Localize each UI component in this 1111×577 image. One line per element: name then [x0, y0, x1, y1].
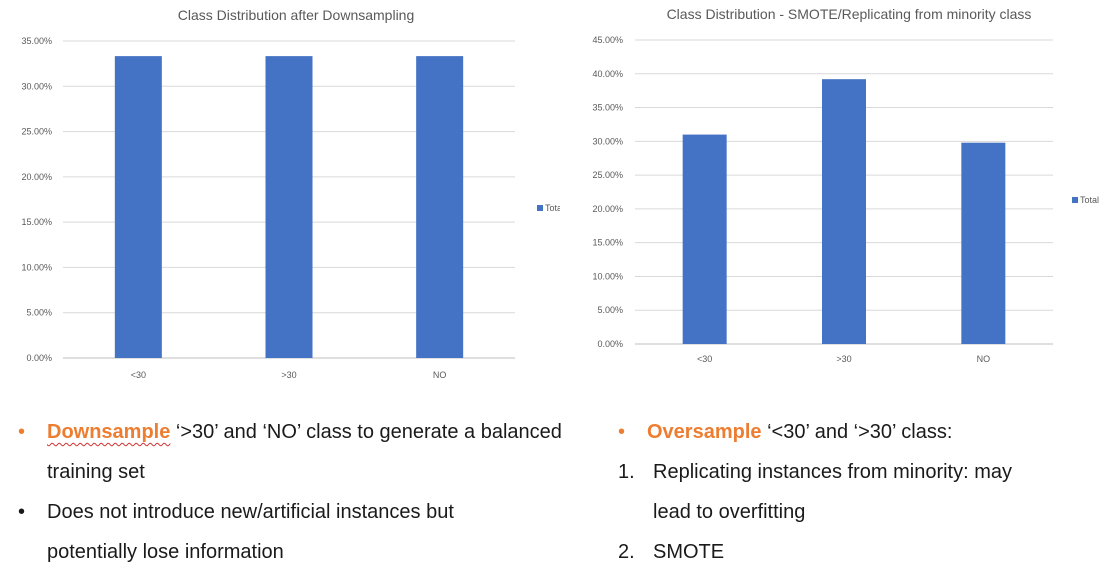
note-replicating-text-cont: lead to overfitting: [653, 501, 806, 523]
note-line: • Downsample ‘>30’ and ‘NO’ class to gen…: [18, 412, 588, 452]
chart-downsampling-svg: Class Distribution after Downsampling 0.0…: [21, 7, 560, 380]
bullet-dot-icon: •: [618, 421, 626, 443]
x-tick-label: <30: [131, 370, 146, 380]
bullet-dot-icon: •: [18, 421, 26, 443]
y-tick-label: 20.00%: [21, 172, 52, 182]
y-tick-label: 35.00%: [592, 103, 623, 113]
chart-title: Class Distribution after Downsampling: [178, 7, 415, 23]
emphasis-oversample: Oversample: [647, 421, 762, 443]
note-line: • Does not introduce new/artificial inst…: [18, 492, 588, 532]
note-line: 2. SMOTE: [618, 532, 1098, 572]
emphasis-downsample: Downsample: [47, 421, 171, 443]
note-artificial-text: Does not introduce new/artificial instan…: [47, 501, 454, 523]
note-line: • Oversample ‘<30’ and ‘>30’ class:: [618, 412, 1098, 452]
bar-NO: [416, 56, 464, 358]
y-tick-label: 10.00%: [592, 271, 623, 281]
note-text: Oversample ‘<30’ and ‘>30’ class:: [647, 412, 952, 452]
notes-downsampling: • Downsample ‘>30’ and ‘NO’ class to gen…: [18, 412, 588, 572]
y-tick-label: 5.00%: [597, 305, 623, 315]
note-line: lead to overfitting: [618, 492, 1098, 532]
note-artificial-text-cont: potentially lose information: [47, 541, 284, 563]
x-tick-label: >30: [836, 354, 851, 364]
note-smote-text: SMOTE: [653, 541, 725, 563]
x-tick-label: NO: [433, 370, 447, 380]
y-tick-label: 40.00%: [592, 69, 623, 79]
note-text: Downsample ‘>30’ and ‘NO’ class to gener…: [47, 412, 562, 452]
legend-swatch: [1072, 197, 1078, 203]
y-tick-label: 35.00%: [21, 36, 52, 46]
chart-downsampling: Class Distribution after Downsampling 0.0…: [0, 0, 560, 395]
y-tick-label: 10.00%: [21, 262, 52, 272]
bar->30: [822, 79, 866, 344]
y-tick-label: 45.00%: [592, 35, 623, 45]
x-tick-label: <30: [697, 354, 712, 364]
note-line: 1. Replicating instances from minority: …: [618, 452, 1098, 492]
y-tick-label: 0.00%: [26, 353, 52, 363]
legend-label: Total: [545, 203, 560, 213]
notes-oversampling: • Oversample ‘<30’ and ‘>30’ class: 1. R…: [618, 412, 1098, 572]
legend-swatch: [537, 205, 543, 211]
chart-smote: Class Distribution - SMOTE/Replicating f…: [560, 0, 1111, 380]
bullet-dot-icon: •: [18, 501, 26, 523]
y-tick-label: 30.00%: [592, 136, 623, 146]
y-tick-label: 25.00%: [592, 170, 623, 180]
y-tick-label: 15.00%: [592, 238, 623, 248]
y-tick-label: 15.00%: [21, 217, 52, 227]
note-downsample-text-cont: training set: [47, 461, 145, 483]
y-tick-label: 30.00%: [21, 81, 52, 91]
note-replicating-text: Replicating instances from minority: may: [653, 461, 1013, 483]
chart-smote-svg: Class Distribution - SMOTE/Replicating f…: [592, 6, 1099, 364]
note-line: training set: [18, 452, 588, 492]
chart-title: Class Distribution - SMOTE/Replicating f…: [667, 6, 1032, 22]
bar->30: [265, 56, 313, 358]
note-line: potentially lose information: [18, 532, 588, 572]
bar-NO: [961, 142, 1006, 344]
bar-<30: [682, 134, 727, 344]
note-oversample-text: ‘<30’ and ‘>30’ class:: [761, 421, 953, 443]
y-tick-label: 25.00%: [21, 127, 52, 137]
list-number: 2.: [618, 541, 635, 563]
y-tick-label: 0.00%: [597, 339, 623, 349]
list-number: 1.: [618, 461, 635, 483]
note-downsample-text: ‘>30’ and ‘NO’ class to generate a balan…: [170, 421, 562, 443]
x-tick-label: NO: [977, 354, 991, 364]
x-tick-label: >30: [281, 370, 296, 380]
y-tick-label: 20.00%: [592, 204, 623, 214]
legend-label: Total: [1080, 195, 1099, 205]
y-tick-label: 5.00%: [26, 308, 52, 318]
bar-<30: [114, 56, 162, 358]
